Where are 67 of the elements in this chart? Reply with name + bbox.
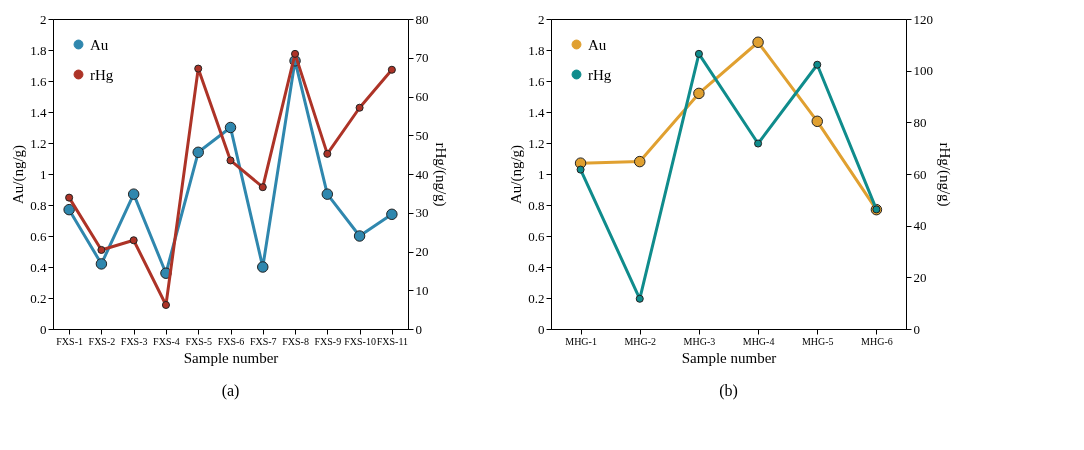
y2-tick-label: 10 [415, 282, 429, 298]
y-tick-label: 0.8 [30, 197, 47, 213]
y-axis-title: Au/(ng/g) [10, 144, 28, 205]
y-tick-label: 1.6 [30, 73, 47, 89]
x-axis-title: Sample number [183, 349, 279, 366]
legend-label: rHg [588, 66, 612, 83]
y2-tick-label: 80 [913, 114, 927, 130]
x-tick-label: FXS-10 [344, 335, 376, 347]
y2-tick-label: 120 [913, 11, 933, 27]
x-tick-label: FXS-11 [376, 335, 409, 347]
y-tick-label: 1.8 [30, 42, 47, 58]
y-tick-label: 0 [40, 321, 47, 337]
y-tick-label: 1 [40, 166, 47, 182]
y-tick-label: 1.8 [528, 42, 545, 58]
x-tick-label: MHG-1 [565, 335, 597, 347]
y-tick-label: 1.4 [30, 104, 47, 120]
y2-tick-label: 50 [415, 127, 429, 143]
y-tick-label: 1.4 [528, 104, 545, 120]
y2-tick-label: 60 [913, 166, 927, 182]
y2-tick-label: 80 [415, 11, 429, 27]
y-tick-label: 1.6 [528, 73, 545, 89]
x-tick-label: FXS-2 [88, 335, 116, 347]
y-tick-label: 1 [538, 166, 545, 182]
x-tick-label: MHG-2 [624, 335, 657, 347]
x-tick-label: FXS-9 [314, 335, 342, 347]
x-tick-label: FXS-4 [153, 335, 180, 347]
x-tick-label: FXS-5 [185, 335, 213, 347]
x-tick-label: MHG-4 [742, 335, 775, 347]
y2-tick-label: 30 [415, 205, 429, 221]
x-tick-label: MHG-5 [801, 335, 834, 347]
y-axis-title: Au/(ng/g) [508, 144, 526, 205]
y-tick-label: 0 [538, 321, 545, 337]
y2-tick-label: 40 [415, 166, 429, 182]
y2-tick-label: 20 [913, 269, 927, 285]
x-tick-label: MHG-6 [861, 335, 893, 347]
y-tick-label: 0.6 [528, 228, 545, 244]
y2-axis-title: rHg/(ng/g) [431, 142, 449, 207]
y2-tick-label: 100 [913, 63, 933, 79]
y-tick-label: 1.2 [30, 135, 47, 151]
y2-tick-label: 60 [415, 89, 429, 104]
x-tick-label: FXS-3 [120, 335, 148, 347]
x-axis-title: Sample number [681, 349, 777, 366]
y2-tick-label: 20 [415, 244, 429, 259]
y-tick-label: 0.4 [528, 259, 545, 275]
x-tick-label: FXS-1 [56, 335, 83, 347]
y-tick-label: 1.2 [528, 135, 545, 151]
y2-axis-title: rHg/(ng/g) [936, 142, 953, 207]
y2-tick-label: 0 [415, 321, 422, 337]
y-tick-label: 0.6 [30, 228, 47, 244]
y2-tick-label: 40 [913, 218, 927, 234]
text: (b) [719, 382, 738, 400]
y-tick-label: 0.2 [528, 290, 545, 306]
y-tick-label: 0.4 [30, 259, 47, 275]
y-tick-label: 2 [538, 11, 545, 27]
legend-label: Au [90, 36, 109, 53]
y2-tick-label: 70 [415, 50, 429, 66]
y-tick-label: 0.8 [528, 197, 545, 213]
x-tick-label: FXS-8 [282, 335, 309, 347]
legend-label: rHg [90, 66, 114, 83]
x-tick-label: MHG-3 [683, 335, 716, 347]
text: (a) [221, 382, 240, 400]
y-tick-label: 2 [40, 11, 47, 27]
y-tick-label: 0.2 [30, 290, 47, 306]
x-tick-label: FXS-6 [217, 335, 245, 347]
x-tick-label: FXS-7 [249, 335, 277, 347]
legend-label: Au [588, 36, 607, 53]
y2-tick-label: 0 [913, 321, 920, 337]
